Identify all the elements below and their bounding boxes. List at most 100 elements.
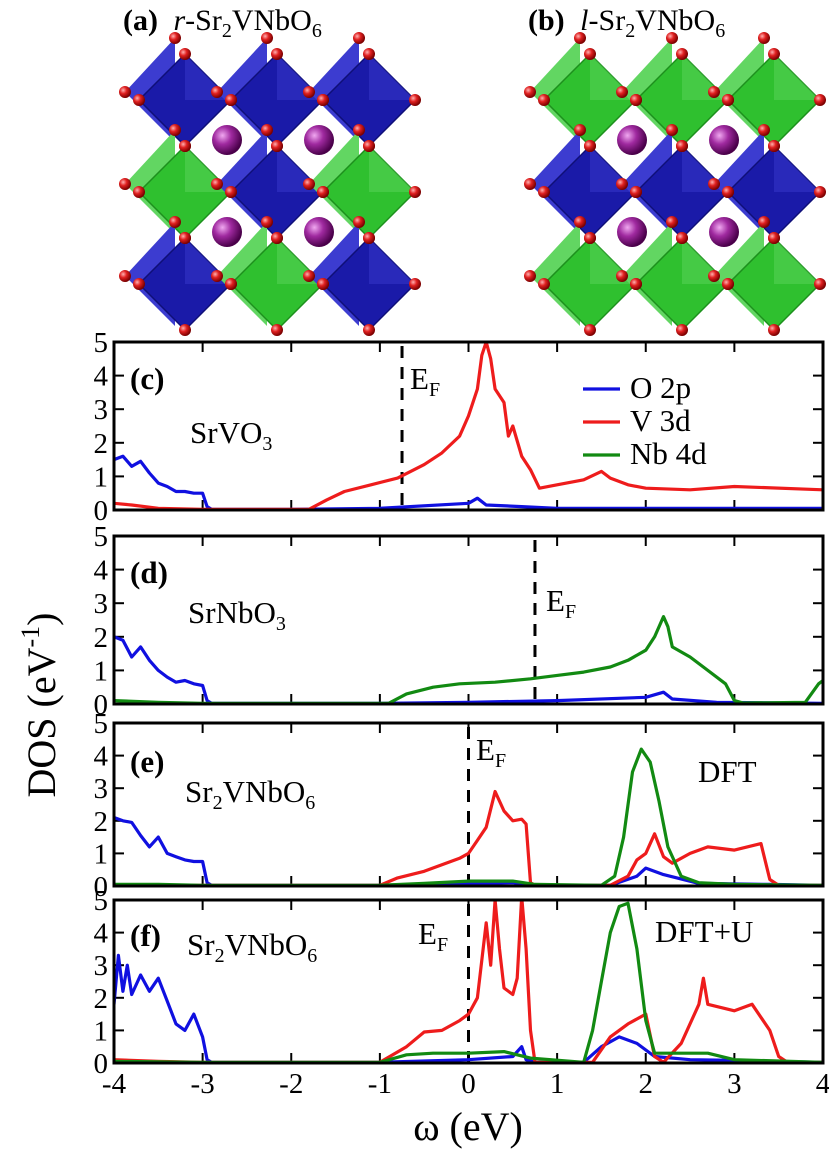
oxygen-atom: [758, 32, 770, 44]
oxygen-atom: [616, 178, 628, 190]
x-tick-label: 4: [816, 1068, 829, 1100]
plot-frame: [112, 898, 825, 1065]
oxygen-atom: [616, 86, 628, 98]
oxygen-atom: [225, 278, 237, 290]
y-tick-label: 2: [94, 428, 109, 460]
strontium-atom: [212, 125, 242, 155]
oxygen-atom: [179, 48, 191, 60]
series-line-v-3d: [114, 342, 823, 510]
oxygen-atom: [676, 232, 688, 244]
oxygen-atom: [630, 186, 642, 198]
oxygen-atom: [225, 186, 237, 198]
strontium-atom: [709, 217, 739, 247]
panel-label-c: (c): [130, 361, 164, 396]
fermi-label-e: EF: [476, 732, 506, 772]
material-label-e: Sr2VNbO6: [185, 774, 315, 814]
oxygen-atom: [211, 86, 223, 98]
oxygen-atom: [353, 32, 365, 44]
oxygen-atom: [814, 278, 826, 290]
panel-label-f: (f): [130, 918, 161, 953]
y-axis-label: DOS (eV-1): [16, 613, 64, 798]
oxygen-atom: [722, 186, 734, 198]
plot-frame: [112, 721, 825, 888]
material-label-f: Sr2VNbO6: [187, 927, 317, 967]
oxygen-atom: [225, 94, 237, 106]
oxygen-atom: [666, 124, 678, 136]
fermi-label-c: EF: [410, 361, 440, 401]
oxygen-atom: [271, 232, 283, 244]
y-tick-label: 0: [94, 871, 109, 903]
oxygen-atom: [708, 86, 720, 98]
oxygen-atom: [524, 270, 536, 282]
x-tick-label: -1: [368, 1068, 392, 1100]
oxygen-atom: [363, 232, 375, 244]
oxygen-atom: [666, 32, 678, 44]
x-tick-label: 3: [727, 1068, 742, 1100]
oxygen-atom: [317, 186, 329, 198]
oxygen-atom: [768, 324, 780, 336]
oxygen-atom: [584, 48, 596, 60]
oxygen-atom: [363, 48, 375, 60]
legend-entry: Nb 4d: [630, 436, 707, 471]
oxygen-atom: [666, 216, 678, 228]
oxygen-atom: [261, 216, 273, 228]
oxygen-atom: [538, 94, 550, 106]
method-label-f: DFT+U: [655, 914, 753, 949]
material-label-d: SrNbO3: [188, 595, 286, 635]
series-line-nb-4d: [114, 615, 823, 704]
series-line-v-3d: [114, 900, 823, 1063]
oxygen-atom: [708, 178, 720, 190]
oxygen-atom: [353, 124, 365, 136]
legend-entry: O 2p: [630, 370, 691, 405]
crystal-structure-l-image: [524, 32, 826, 336]
oxygen-atom: [814, 186, 826, 198]
oxygen-atom: [169, 32, 181, 44]
oxygen-atom: [574, 32, 586, 44]
y-tick-label: 0: [94, 1048, 109, 1080]
y-tick-label: 0: [94, 495, 109, 527]
x-tick-label: 2: [639, 1068, 654, 1100]
y-tick-label: 5: [94, 708, 109, 740]
y-tick-label: 0: [94, 689, 109, 721]
series-line-nb-4d: [114, 901, 823, 1063]
oxygen-atom: [676, 48, 688, 60]
oxygen-atom: [271, 140, 283, 152]
octahedron-face: [369, 146, 415, 192]
octahedron-face: [774, 54, 820, 100]
oxygen-atom: [133, 186, 145, 198]
y-tick-label: 5: [94, 885, 109, 917]
oxygen-atom: [676, 140, 688, 152]
oxygen-atom: [211, 270, 223, 282]
oxygen-atom: [409, 278, 421, 290]
oxygen-atom: [119, 86, 131, 98]
method-label-e: DFT: [698, 754, 757, 789]
oxygen-atom: [758, 124, 770, 136]
oxygen-atom: [119, 270, 131, 282]
strontium-atom: [304, 217, 334, 247]
x-tick-label: 1: [550, 1068, 565, 1100]
oxygen-atom: [133, 94, 145, 106]
oxygen-atom: [584, 140, 596, 152]
strontium-atom: [617, 217, 647, 247]
fermi-label-d: EF: [546, 583, 576, 623]
octahedron-face: [369, 54, 415, 100]
oxygen-atom: [768, 48, 780, 60]
strontium-atom: [709, 125, 739, 155]
x-axis-label: ω (eV): [413, 1104, 523, 1149]
oxygen-atom: [616, 270, 628, 282]
x-tick-label: -4: [102, 1068, 127, 1100]
oxygen-atom: [538, 278, 550, 290]
oxygen-atom: [676, 324, 688, 336]
x-tick-label: 0: [461, 1068, 476, 1100]
plot-frame: [112, 534, 825, 706]
octahedron-face: [369, 238, 415, 284]
oxygen-atom: [261, 32, 273, 44]
panel-label-d: (d): [130, 555, 168, 590]
x-tick-label: -3: [191, 1068, 215, 1100]
oxygen-atom: [363, 140, 375, 152]
y-tick-label: 4: [94, 918, 109, 950]
oxygen-atom: [303, 270, 315, 282]
